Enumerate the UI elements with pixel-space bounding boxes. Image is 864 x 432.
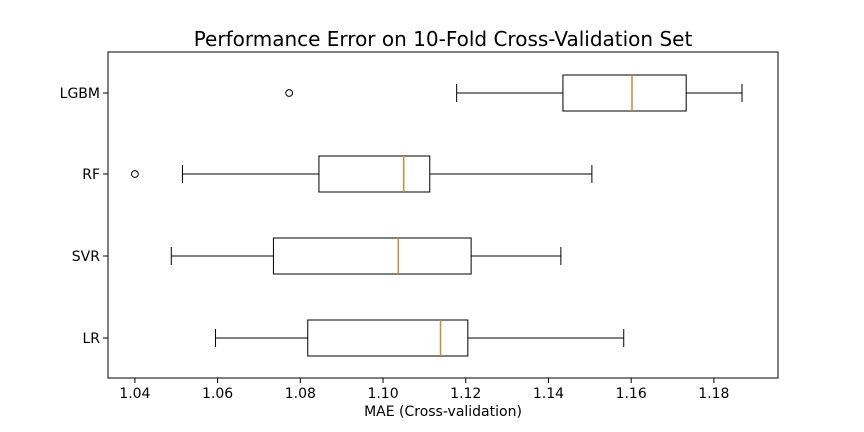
x-tick-label: 1.06 bbox=[202, 386, 233, 402]
x-tick-label: 1.08 bbox=[285, 386, 316, 402]
plot-area: 1.04 1.06 1.08 1.10 1.12 1.14 1.16 1.18 LR SVR RF L… bbox=[60, 51, 779, 402]
outlier-point bbox=[130, 170, 139, 178]
box-iqr bbox=[562, 74, 687, 112]
y-tick-label: LR bbox=[82, 331, 100, 347]
box-iqr bbox=[272, 237, 472, 275]
x-tick-label: 1.16 bbox=[616, 386, 647, 402]
box-group-lr bbox=[215, 319, 625, 357]
outlier-point bbox=[285, 89, 294, 97]
x-tick-label: 1.04 bbox=[119, 386, 150, 402]
y-tick-label: SVR bbox=[72, 249, 100, 265]
box-group-rf bbox=[130, 155, 593, 193]
chart-title: Performance Error on 10-Fold Cross-Valid… bbox=[194, 27, 693, 51]
box-group-lgbm bbox=[285, 74, 743, 112]
y-tick-label: LGBM bbox=[60, 86, 100, 102]
plot-frame bbox=[107, 51, 779, 379]
box-iqr bbox=[318, 155, 431, 193]
box-group-svr bbox=[170, 237, 562, 275]
x-tick-label: 1.14 bbox=[533, 386, 564, 402]
y-tick-label: RF bbox=[82, 167, 100, 183]
x-axis-label: MAE (Cross-validation) bbox=[364, 404, 522, 420]
x-tick-label: 1.18 bbox=[698, 386, 729, 402]
x-tick-label: 1.12 bbox=[450, 386, 481, 402]
box-iqr bbox=[307, 319, 469, 357]
x-tick-label: 1.10 bbox=[367, 386, 398, 402]
